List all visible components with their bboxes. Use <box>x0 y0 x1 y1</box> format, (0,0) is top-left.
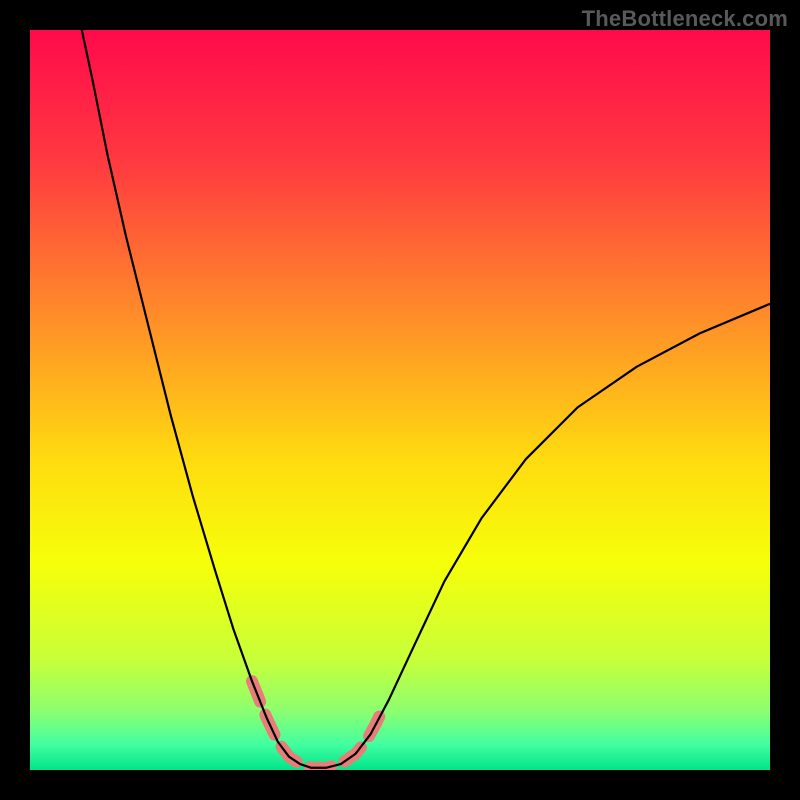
plot-svg <box>30 30 770 770</box>
watermark-text: TheBottleneck.com <box>582 6 788 32</box>
plot-area <box>30 30 770 770</box>
chart-frame: TheBottleneck.com <box>0 0 800 800</box>
gradient-background <box>30 30 770 770</box>
